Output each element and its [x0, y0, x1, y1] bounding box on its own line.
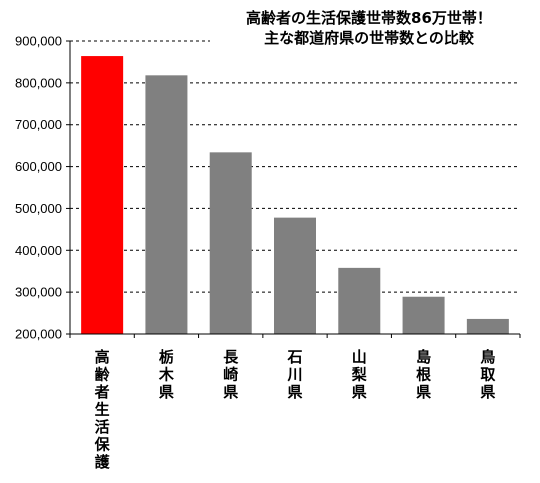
y-tick-label: 300,000: [15, 285, 62, 300]
chart-title-line-2: 主な都道府県の世帯数との比較: [264, 29, 474, 47]
y-tick-label: 900,000: [15, 34, 62, 49]
bar-3: [274, 217, 316, 334]
y-tick-label: 500,000: [15, 201, 62, 216]
category-labels: 高齢者生活保護 栃木県 長崎県 石川県 山梨県 島根県 鳥取県: [94, 348, 497, 471]
bar-6: [466, 318, 509, 334]
chart-title-line-1: 高齢者の生活保護世帯数86万世帯！: [246, 9, 492, 27]
y-tick-label: 600,000: [15, 159, 62, 174]
category-label-3: 石川県: [286, 348, 302, 401]
bar-0: [81, 56, 124, 334]
category-label-5: 島根県: [416, 348, 431, 401]
y-tick-labels: 200,000 300,000 400,000 500,000 600,000 700,0…: [15, 34, 521, 342]
y-tick-label: 200,000: [15, 327, 62, 342]
y-tick-label: 400,000: [15, 243, 62, 258]
bar-5: [402, 296, 445, 334]
category-label-6: 鳥取県: [480, 348, 496, 401]
category-label-2: 長崎県: [223, 348, 239, 401]
category-label-1: 栃木県: [158, 348, 175, 401]
y-tick-label: 700,000: [15, 117, 62, 132]
category-label-0: 高齢者生活保護: [94, 348, 111, 471]
y-tick-label: 800,000: [15, 75, 62, 90]
category-label-4: 山梨県: [351, 348, 367, 401]
bar-2: [209, 152, 252, 334]
gridlines: [70, 40, 520, 293]
bars: [81, 56, 509, 334]
bar-4: [338, 267, 381, 334]
bar-1: [145, 75, 188, 334]
axes: [69, 41, 520, 335]
chart-title: 高齢者の生活保護世帯数86万世帯！ 主な都道府県の世帯数との比較: [210, 8, 528, 48]
